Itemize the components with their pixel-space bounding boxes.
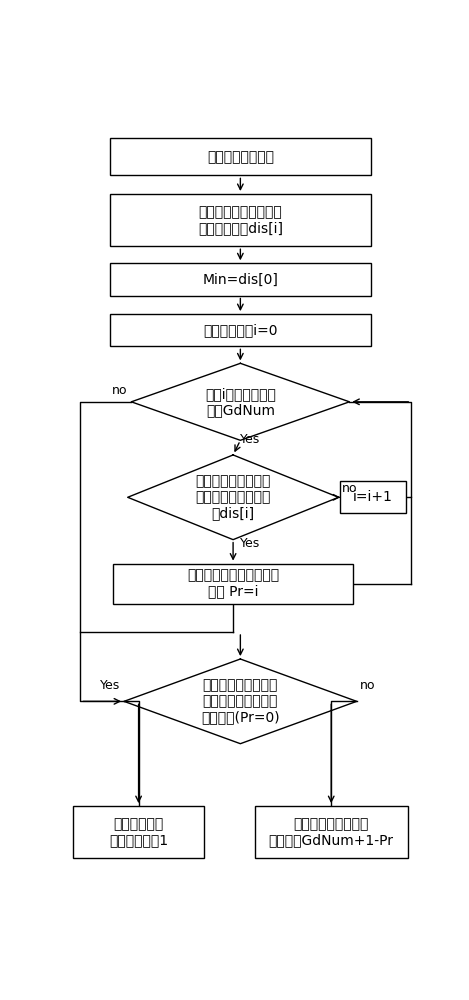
Text: 第一个光电数
据轴号标记为1: 第一个光电数 据轴号标记为1 bbox=[109, 817, 168, 847]
Bar bbox=[110, 314, 371, 346]
Bar bbox=[255, 806, 408, 858]
Text: Yes: Yes bbox=[240, 537, 261, 550]
Text: no: no bbox=[112, 384, 128, 397]
Text: 判断i是否小于光带
数量GdNum: 判断i是否小于光带 数量GdNum bbox=[205, 387, 276, 417]
Text: i=i+1: i=i+1 bbox=[353, 490, 393, 504]
Bar bbox=[110, 138, 371, 175]
Text: 记录初始相位光带纸位置
序号 Pr=i: 记录初始相位光带纸位置 序号 Pr=i bbox=[187, 568, 279, 599]
Bar bbox=[340, 481, 406, 513]
Text: no: no bbox=[360, 679, 376, 692]
Bar bbox=[110, 194, 371, 246]
Bar bbox=[73, 806, 204, 858]
Text: Yes: Yes bbox=[240, 433, 261, 446]
Text: Min=dis[0]: Min=dis[0] bbox=[203, 272, 278, 286]
Text: 计算相邻光电纸之间的
距离并保存在dis[i]: 计算相邻光电纸之间的 距离并保存在dis[i] bbox=[198, 205, 283, 235]
Text: Yes: Yes bbox=[100, 679, 121, 692]
Text: 判断一圈盘车内相邻
光带纸最短距离是否
为dis[i]: 判断一圈盘车内相邻 光带纸最短距离是否 为dis[i] bbox=[196, 474, 271, 520]
Text: 读取光电采样数据: 读取光电采样数据 bbox=[207, 150, 274, 164]
Text: no: no bbox=[342, 482, 358, 495]
Text: 设置循环变量i=0: 设置循环变量i=0 bbox=[203, 323, 278, 337]
Bar bbox=[110, 263, 371, 296]
Text: 第一个光电数据轴号
标记为：GdNum+1-Pr: 第一个光电数据轴号 标记为：GdNum+1-Pr bbox=[269, 817, 394, 847]
Bar bbox=[113, 564, 353, 604]
Text: 判断一圈盘车内的初
始相位是否为第一个
光电数据(Pr=0): 判断一圈盘车内的初 始相位是否为第一个 光电数据(Pr=0) bbox=[201, 678, 280, 725]
